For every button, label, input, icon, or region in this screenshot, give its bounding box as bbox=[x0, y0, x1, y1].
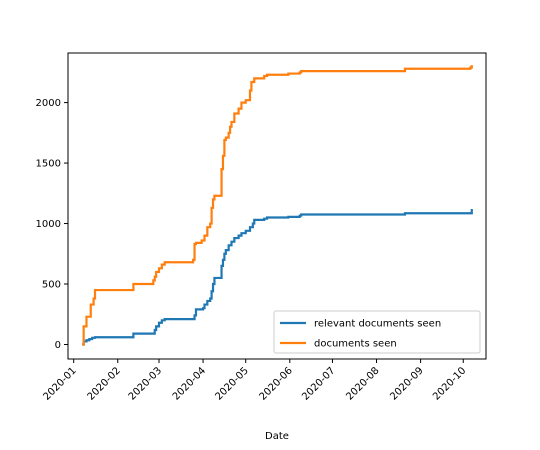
legend-box bbox=[273, 310, 481, 354]
y-tick-label-3: 1500 bbox=[36, 159, 61, 170]
x-tick-label-0: 2020-01 bbox=[41, 365, 78, 402]
legend-label-0: relevant documents seen bbox=[314, 319, 441, 330]
x-tick-label-5: 2020-06 bbox=[258, 365, 295, 402]
plot-area bbox=[67, 52, 487, 360]
legend-label-1: documents seen bbox=[314, 339, 397, 350]
y-tick-label-0: 0 bbox=[55, 340, 61, 351]
y-axis-ticks: 0 500 1000 1500 2000 bbox=[36, 98, 68, 351]
y-tick-label-1: 500 bbox=[42, 280, 61, 291]
x-tick-label-4: 2020-05 bbox=[214, 365, 251, 402]
x-tick-label-9: 2020-10 bbox=[431, 365, 468, 402]
series-line-0 bbox=[82, 209, 473, 346]
x-tick-label-8: 2020-09 bbox=[388, 365, 425, 402]
x-tick-label-1: 2020-02 bbox=[86, 365, 123, 402]
x-axis-title: Date bbox=[265, 431, 289, 442]
x-tick-label-2: 2020-03 bbox=[127, 365, 164, 402]
y-tick-label-4: 2000 bbox=[36, 98, 61, 109]
x-tick-label-7: 2020-08 bbox=[344, 365, 381, 402]
legend: relevant documents seen documents seen bbox=[273, 310, 481, 354]
axes-frame bbox=[67, 52, 487, 360]
series-layer bbox=[82, 65, 473, 346]
y-tick-label-2: 1000 bbox=[36, 219, 61, 230]
x-tick-label-6: 2020-07 bbox=[300, 365, 337, 402]
x-axis-ticks: 2020-01 2020-02 2020-03 2020-04 2020-05 2020-… bbox=[41, 359, 468, 403]
x-tick-label-3: 2020-04 bbox=[171, 365, 208, 402]
series-line-1 bbox=[82, 65, 473, 346]
